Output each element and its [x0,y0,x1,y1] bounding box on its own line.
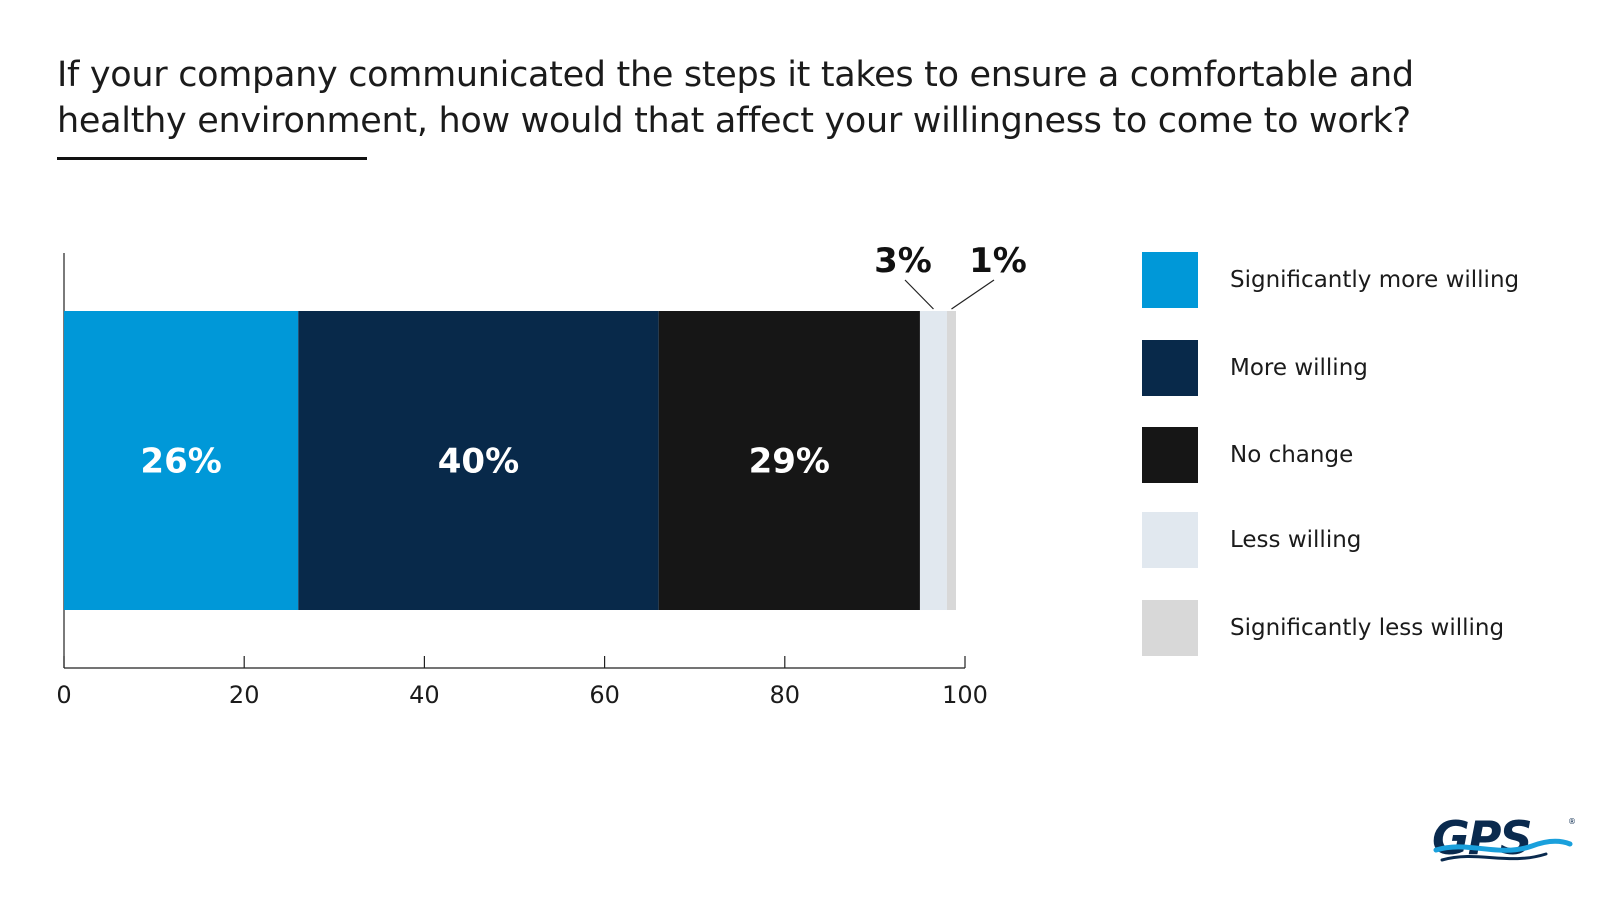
bar-segment [64,311,299,610]
bar-segment [919,311,947,610]
legend-label: Less willing [1230,527,1362,553]
bar-data-label: 40% [438,442,519,482]
x-tick-label: 0 [56,681,71,709]
x-tick-label: 40 [409,681,440,709]
bar-segment [298,311,659,610]
legend-label: More willing [1230,355,1368,381]
x-tick-label: 80 [770,681,801,709]
gps-logo-swoosh [1433,838,1573,853]
gps-logo-swoosh-2 [1440,852,1548,862]
chart-title: If your company communicated the steps i… [57,52,1497,144]
bar-data-label: 26% [140,442,221,482]
gps-logo: GPS ® [1432,811,1576,865]
legend-item: No change [1142,427,1353,483]
legend-label: Significantly less willing [1230,615,1505,641]
legend-item: Significantly more willing [1142,252,1519,308]
bar-callout-label: 3% [874,241,932,281]
legend-item: Less willing [1142,512,1361,568]
legend-swatch [1142,512,1198,568]
callout-leader-line [904,279,934,310]
x-tick-label: 100 [942,681,988,709]
bar-data-label: 29% [749,442,830,482]
chart-title-line-1: If your company communicated the steps i… [57,55,1414,95]
legend-label: Significantly more willing [1230,267,1520,293]
bar-segment [946,311,956,610]
callout-leader-line [951,279,995,310]
bar-segment [658,311,920,610]
registered-mark: ® [1568,817,1576,826]
legend-swatch [1142,252,1198,308]
stacked-bar-chart: 0 20 40 60 80 100 26% 40% 29% 3% 1% [56,241,1027,709]
legend-swatch [1142,427,1198,483]
legend-swatch [1142,340,1198,396]
legend-item: Significantly less willing [1142,600,1504,656]
legend-label: No change [1230,442,1354,468]
legend-swatch [1142,600,1198,656]
x-tick-label: 60 [589,681,620,709]
x-tick-label: 20 [229,681,260,709]
bar-callout-label: 1% [969,241,1027,281]
chart-title-line-2: healthy environment, how would that affe… [57,101,1411,141]
title-underline [57,157,367,160]
legend-item: More willing [1142,340,1368,396]
